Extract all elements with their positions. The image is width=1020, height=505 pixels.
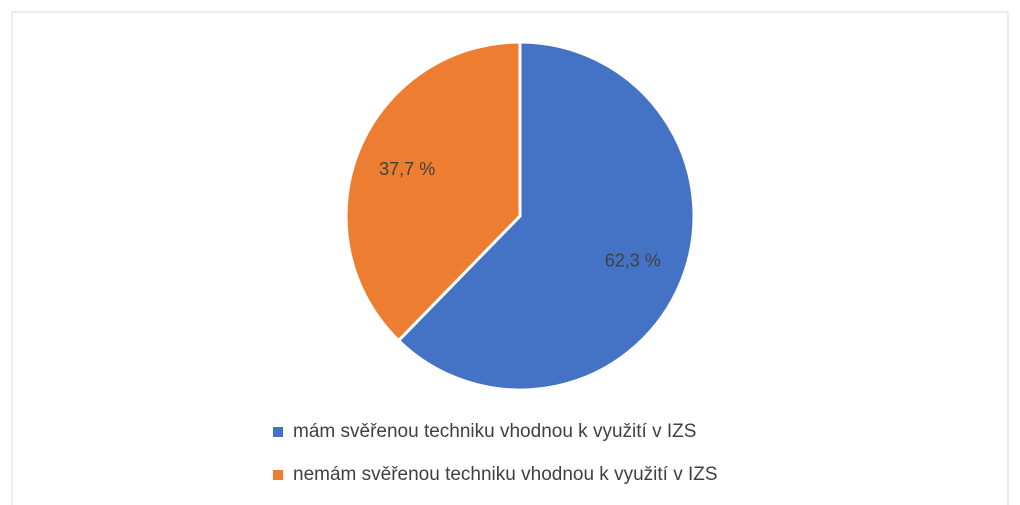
legend-swatch (273, 470, 283, 480)
legend-label: mám svěřenou techniku vhodnou k využití … (293, 421, 696, 442)
chart-frame (11, 11, 1009, 505)
pie-slice (396, 40, 696, 392)
pie-slice (344, 40, 522, 343)
legend-label: nemám svěřenou techniku vhodnou k využit… (293, 464, 718, 485)
data-label: 62,3 % (605, 251, 661, 271)
data-label: 37,7 % (379, 159, 435, 179)
legend-swatch (273, 427, 283, 437)
